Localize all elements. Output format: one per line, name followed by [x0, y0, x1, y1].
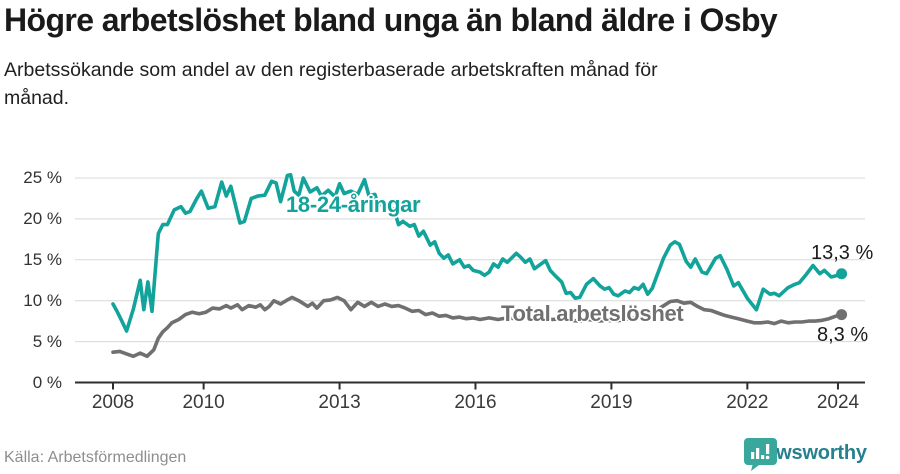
series-end-dot [836, 268, 848, 280]
series-line [111, 172, 844, 333]
y-axis-label: 20 % [23, 208, 62, 228]
source-note: Källa: Arbetsförmedlingen [4, 449, 187, 466]
page-title: Högre arbetslöshet bland unga än bland ä… [4, 2, 778, 38]
y-axis-label: 10 % [23, 290, 62, 310]
x-axis-label: 2016 [454, 392, 497, 413]
x-axis-label: 2008 [91, 392, 135, 413]
chart-subtitle: Arbetssökande som andel av den registerb… [4, 59, 658, 110]
y-axis-label: 5 % [32, 331, 62, 351]
x-axis-label: 2010 [182, 392, 225, 413]
x-axis-label: 2013 [318, 392, 361, 413]
series-label-total: Total arbetslöshet [501, 301, 684, 326]
y-axis-label: 15 % [23, 249, 62, 269]
series-label-young: 18-24-åringar [286, 192, 421, 217]
newsworthy-wordmark: Newsworthy [751, 442, 867, 464]
series-end-dot [836, 309, 848, 321]
y-axis-label: 25 % [23, 168, 62, 187]
y-axis-label: 0 % [32, 372, 62, 392]
x-axis-label: 2019 [590, 392, 633, 413]
end-value-label-total: 8,3 % [817, 324, 869, 346]
x-axis-label: 2024 [816, 392, 860, 413]
x-axis-label: 2022 [726, 392, 769, 413]
newsworthy-bubble-chart-icon [744, 438, 777, 471]
newsworthy-logo: Newsworthy [744, 437, 867, 471]
series-line [111, 295, 844, 359]
end-value-label-young: 13,3 % [811, 242, 874, 264]
